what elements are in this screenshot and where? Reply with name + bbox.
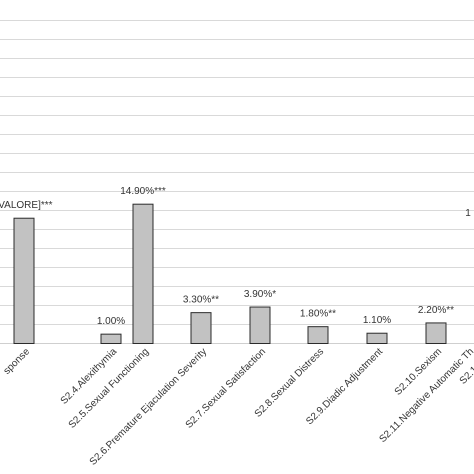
bar [366, 332, 388, 344]
data-label: 14.90%*** [120, 186, 166, 197]
data-label: 1.10% [363, 315, 391, 326]
category-tick-label: sponse [2, 346, 33, 377]
bar [425, 322, 447, 344]
bar [132, 203, 154, 344]
data-label: 2.20%** [418, 305, 454, 316]
category-tick-label: S2.4.Alexithymia [59, 346, 120, 407]
bar [100, 333, 122, 344]
bar [307, 326, 329, 345]
bar [13, 217, 35, 345]
bars [13, 203, 447, 345]
data-label: 3.30%** [183, 295, 219, 306]
data-label: 1.00% [97, 316, 125, 327]
data-label: 1 [465, 208, 471, 219]
data-labels: [VALORE]*** 1.00% 14.90%*** 3.30%** 3.90%* 1.… [0, 186, 471, 327]
bar [190, 312, 212, 344]
data-label: 1.80%** [300, 309, 336, 320]
data-label: 3.90%* [244, 289, 276, 300]
bar [249, 306, 271, 345]
gridlines [0, 20, 474, 344]
data-label: [VALORE]*** [0, 200, 53, 211]
